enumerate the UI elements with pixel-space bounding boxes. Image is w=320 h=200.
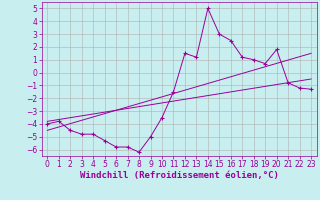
X-axis label: Windchill (Refroidissement éolien,°C): Windchill (Refroidissement éolien,°C) bbox=[80, 171, 279, 180]
